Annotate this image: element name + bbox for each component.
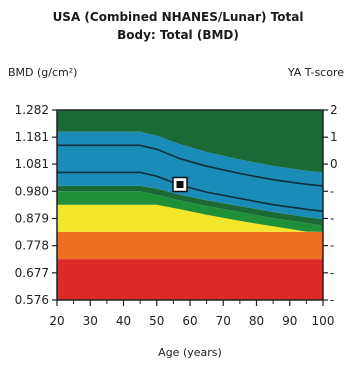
- right-tick-label: -: [330, 184, 334, 198]
- patient-marker-center: [176, 181, 184, 188]
- chart-title-line-1: USA (Combined NHANES/Lunar) Total: [53, 10, 304, 24]
- reference-lines: [57, 144, 324, 212]
- y-tick-label: 0.778: [15, 239, 49, 253]
- y-tick-label: 0.879: [15, 211, 49, 225]
- band-top-green: [57, 110, 323, 173]
- right-tick-label: -: [330, 293, 334, 307]
- band-dark-green-band: [57, 185, 323, 226]
- right-tick-label: 2: [330, 103, 338, 117]
- right-tick-label: 0: [330, 157, 338, 171]
- reference-line-lower: [57, 171, 324, 212]
- reference-line-upper: [57, 144, 324, 187]
- x-tick-label: 50: [149, 314, 164, 328]
- right-tick-label: 1: [330, 130, 338, 144]
- x-tick-label: 30: [83, 314, 98, 328]
- x-tick-label: 80: [249, 314, 264, 328]
- right-tick-label: -: [330, 266, 334, 280]
- x-tick-label: 40: [116, 314, 131, 328]
- risk-bands: [57, 110, 323, 300]
- y-axis-title: BMD (g/cm²): [8, 66, 77, 79]
- band-green: [57, 191, 323, 232]
- y-tick-label: 1.282: [15, 103, 49, 117]
- x-axis-title: Age (years): [158, 346, 222, 359]
- y-tick-label: 0.677: [15, 266, 49, 280]
- band-orange: [57, 231, 323, 260]
- right-tick-label: -: [330, 239, 334, 253]
- y-axis-right-title: YA T-score: [287, 66, 344, 79]
- band-yellow: [57, 204, 323, 232]
- x-tick-label: 70: [216, 314, 231, 328]
- right-tick-label: -: [330, 211, 334, 225]
- band-blue: [57, 131, 323, 220]
- y-axis-ticks: 1.282 1.181 1.081 0.980 0.879 0.778 0.677 0.576: [15, 103, 57, 307]
- x-axis-ticks: 20 30 40 50 60 70 80 90 100: [49, 300, 334, 328]
- chart-title-line-2: Body: Total (BMD): [117, 28, 239, 42]
- x-tick-label: 100: [312, 314, 335, 328]
- y-tick-label: 0.980: [15, 184, 49, 198]
- x-tick-label: 90: [282, 314, 297, 328]
- y-tick-label: 0.576: [15, 293, 49, 307]
- y-tick-label: 1.081: [15, 157, 49, 171]
- patient-marker-layer: [172, 176, 188, 193]
- x-tick-label: 60: [182, 314, 197, 328]
- x-tick-label: 20: [49, 314, 64, 328]
- y-tick-label: 1.181: [15, 130, 49, 144]
- right-axis-ticks: 2 1 0 - - - - -: [323, 103, 338, 307]
- band-red: [57, 259, 323, 300]
